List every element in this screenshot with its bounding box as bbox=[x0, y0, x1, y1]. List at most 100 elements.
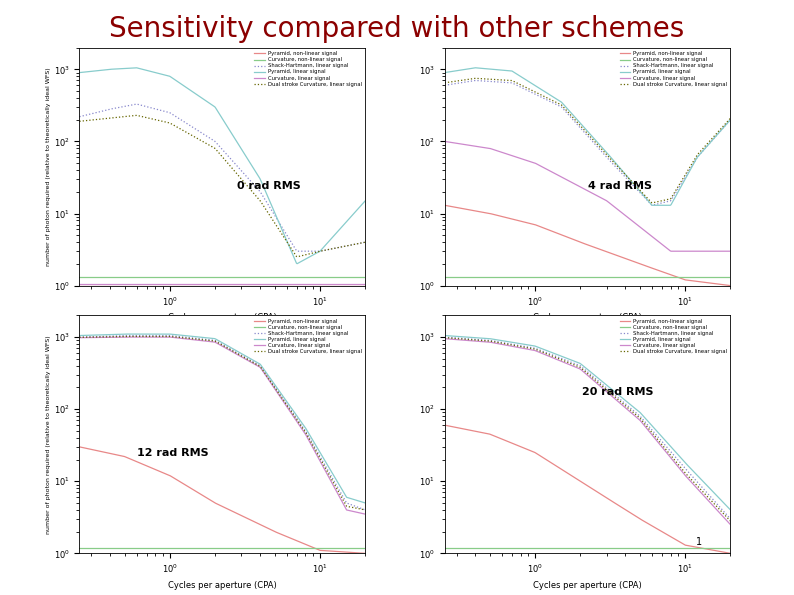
Pyramid, linear signal bbox=[620, 171, 630, 178]
Curvature, non-linear signal bbox=[109, 274, 118, 281]
Curvature, non-linear signal bbox=[726, 544, 735, 551]
Pyramid, linear signal bbox=[121, 330, 130, 337]
Text: 4 rad RMS: 4 rad RMS bbox=[588, 181, 652, 190]
Shack-Hartmann, linear signal bbox=[726, 515, 735, 522]
Shack-Hartmann, linear signal bbox=[619, 399, 629, 406]
Dual stroke Curvature, linear signal bbox=[646, 428, 656, 435]
Pyramid, linear signal bbox=[647, 201, 657, 208]
Shack-Hartmann, linear signal bbox=[553, 102, 563, 109]
Curvature, non-linear signal bbox=[360, 544, 370, 551]
Pyramid, linear signal bbox=[360, 499, 370, 506]
Curvature, linear signal bbox=[360, 511, 370, 518]
Dual stroke Curvature, linear signal bbox=[533, 347, 542, 354]
Shack-Hartmann, linear signal bbox=[121, 332, 130, 339]
Pyramid, linear signal bbox=[440, 332, 449, 339]
Pyramid, linear signal bbox=[471, 64, 480, 71]
Shack-Hartmann, linear signal bbox=[132, 101, 141, 108]
Pyramid, linear signal bbox=[188, 89, 198, 96]
Curvature, linear signal bbox=[255, 364, 264, 371]
Pyramid, linear signal bbox=[619, 396, 629, 403]
Dual stroke Curvature, linear signal bbox=[255, 363, 264, 370]
Curvature, non-linear signal bbox=[553, 544, 563, 551]
Curvature, linear signal bbox=[283, 280, 292, 287]
Shack-Hartmann, linear signal bbox=[646, 425, 656, 433]
Curvature, linear signal bbox=[282, 402, 291, 409]
Shack-Hartmann, linear signal bbox=[534, 92, 543, 99]
Pyramid, non-linear signal bbox=[75, 282, 84, 289]
Dual stroke Curvature, linear signal bbox=[283, 403, 293, 410]
Pyramid, non-linear signal bbox=[646, 264, 656, 271]
Pyramid, linear signal bbox=[648, 422, 657, 430]
Pyramid, non-linear signal bbox=[188, 282, 198, 289]
Dual stroke Curvature, linear signal bbox=[553, 355, 563, 362]
Line: Dual stroke Curvature, linear signal: Dual stroke Curvature, linear signal bbox=[79, 115, 365, 257]
Dual stroke Curvature, linear signal bbox=[132, 112, 141, 119]
Pyramid, linear signal bbox=[283, 399, 293, 406]
Curvature, non-linear signal bbox=[726, 274, 735, 281]
Curvature, non-linear signal bbox=[168, 544, 177, 551]
Dual stroke Curvature, linear signal bbox=[360, 239, 370, 246]
Curvature, non-linear signal bbox=[619, 544, 629, 551]
Shack-Hartmann, linear signal bbox=[168, 111, 178, 118]
Shack-Hartmann, linear signal bbox=[648, 202, 657, 209]
Pyramid, linear signal bbox=[360, 197, 370, 204]
Dual stroke Curvature, linear signal bbox=[292, 253, 302, 261]
Line: Dual stroke Curvature, linear signal: Dual stroke Curvature, linear signal bbox=[445, 338, 730, 521]
Curvature, linear signal bbox=[109, 334, 118, 341]
Curvature, non-linear signal bbox=[75, 544, 84, 551]
Shack-Hartmann, linear signal bbox=[255, 362, 264, 369]
Dual stroke Curvature, linear signal bbox=[168, 121, 178, 129]
Line: Shack-Hartmann, linear signal: Shack-Hartmann, linear signal bbox=[445, 337, 730, 519]
Shack-Hartmann, linear signal bbox=[475, 77, 484, 84]
Pyramid, non-linear signal bbox=[619, 506, 629, 513]
Pyramid, linear signal bbox=[255, 361, 264, 368]
Curvature, linear signal bbox=[474, 338, 484, 345]
Pyramid, linear signal bbox=[648, 202, 657, 209]
Pyramid, linear signal bbox=[282, 397, 291, 405]
Dual stroke Curvature, linear signal bbox=[283, 240, 293, 247]
Dual stroke Curvature, linear signal bbox=[255, 197, 264, 204]
X-axis label: Cycles per aperture (CPA): Cycles per aperture (CPA) bbox=[534, 581, 642, 590]
Legend: Pyramid, non-linear signal, Curvature, non-linear signal, Shack-Hartmann, linear: Pyramid, non-linear signal, Curvature, n… bbox=[618, 317, 729, 356]
Curvature, non-linear signal bbox=[283, 544, 292, 551]
Legend: Pyramid, non-linear signal, Curvature, non-linear signal, Shack-Hartmann, linear: Pyramid, non-linear signal, Curvature, n… bbox=[252, 317, 364, 356]
Pyramid, non-linear signal bbox=[254, 282, 264, 289]
Shack-Hartmann, linear signal bbox=[360, 506, 370, 513]
Curvature, non-linear signal bbox=[474, 274, 484, 281]
Shack-Hartmann, linear signal bbox=[188, 334, 198, 342]
Curvature, non-linear signal bbox=[360, 274, 370, 281]
Pyramid, non-linear signal bbox=[283, 282, 292, 289]
Line: Shack-Hartmann, linear signal: Shack-Hartmann, linear signal bbox=[79, 104, 365, 251]
Shack-Hartmann, linear signal bbox=[533, 346, 542, 353]
Curvature, non-linear signal bbox=[440, 544, 449, 551]
Pyramid, non-linear signal bbox=[168, 282, 177, 289]
Pyramid, non-linear signal bbox=[533, 450, 542, 458]
Text: 12 rad RMS: 12 rad RMS bbox=[137, 449, 208, 458]
Pyramid, non-linear signal bbox=[553, 230, 563, 237]
Shack-Hartmann, linear signal bbox=[440, 82, 449, 89]
Dual stroke Curvature, linear signal bbox=[282, 401, 291, 408]
Dual stroke Curvature, linear signal bbox=[619, 402, 629, 409]
Pyramid, non-linear signal bbox=[648, 522, 657, 530]
Curvature, non-linear signal bbox=[440, 274, 449, 281]
Dual stroke Curvature, linear signal bbox=[649, 199, 658, 206]
Curvature, non-linear signal bbox=[648, 544, 657, 551]
Pyramid, linear signal bbox=[649, 202, 658, 209]
Curvature, linear signal bbox=[533, 161, 542, 168]
Curvature, linear signal bbox=[474, 143, 484, 151]
Pyramid, non-linear signal bbox=[168, 474, 177, 481]
Dual stroke Curvature, linear signal bbox=[726, 115, 735, 122]
Curvature, non-linear signal bbox=[619, 274, 629, 281]
Pyramid, linear signal bbox=[75, 69, 84, 76]
Dual stroke Curvature, linear signal bbox=[360, 506, 370, 513]
Shack-Hartmann, linear signal bbox=[620, 173, 630, 180]
Pyramid, non-linear signal bbox=[283, 533, 292, 540]
Curvature, linear signal bbox=[648, 432, 657, 439]
Pyramid, non-linear signal bbox=[281, 282, 291, 289]
Pyramid, linear signal bbox=[75, 332, 84, 339]
Pyramid, linear signal bbox=[726, 506, 735, 513]
Curvature, linear signal bbox=[168, 280, 177, 287]
Pyramid, linear signal bbox=[168, 331, 178, 338]
Dual stroke Curvature, linear signal bbox=[188, 133, 198, 140]
Curvature, non-linear signal bbox=[254, 274, 264, 281]
